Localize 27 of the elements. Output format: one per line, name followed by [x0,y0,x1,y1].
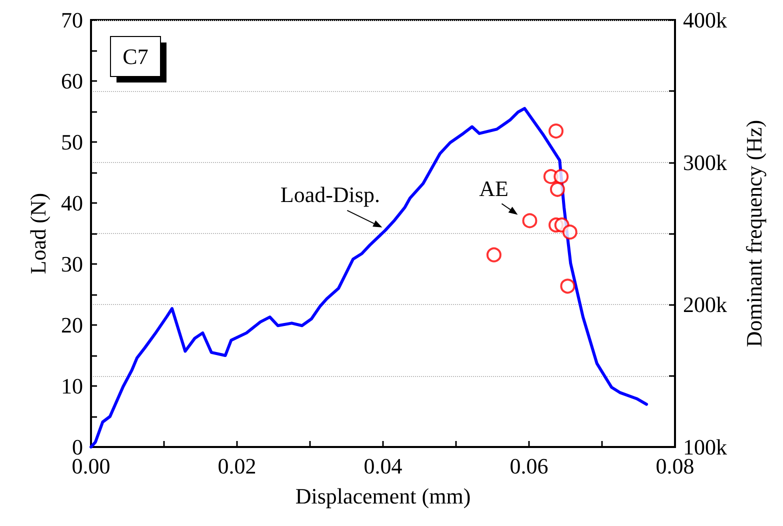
y-axis-title: Load (N) [26,192,50,274]
y2-tick-label: 400k [683,8,727,32]
line-series [90,106,648,448]
y2-tick-label: 300k [683,150,727,175]
y-tick-label: 70 [61,8,83,32]
y-tick-label: 60 [61,68,83,94]
x-axis-title: Displacement (mm) [295,484,471,508]
point [548,124,564,139]
point [560,278,576,294]
y-tick-label: 40 [61,190,83,216]
y-tick-label: 30 [61,252,83,276]
y-tick-label: 50 [61,130,83,154]
point [522,213,538,228]
annotation: C7 [122,44,148,69]
x-tick-label: 0.04 [364,454,402,478]
x-tick-label: 0.02 [218,454,256,478]
x-tick-label: 0.06 [510,454,548,478]
point [486,247,502,262]
y2-tick-label: 200k [683,292,727,318]
point [550,182,565,197]
point [554,169,569,184]
y-tick-label: 10 [61,374,83,398]
y2-axis-title: Dominant frequency (Hz) [742,120,766,348]
y-tick-label: 20 [61,312,83,338]
annotation: Load-Disp. [280,182,380,207]
annotation: AE [479,176,508,202]
point [562,224,578,240]
